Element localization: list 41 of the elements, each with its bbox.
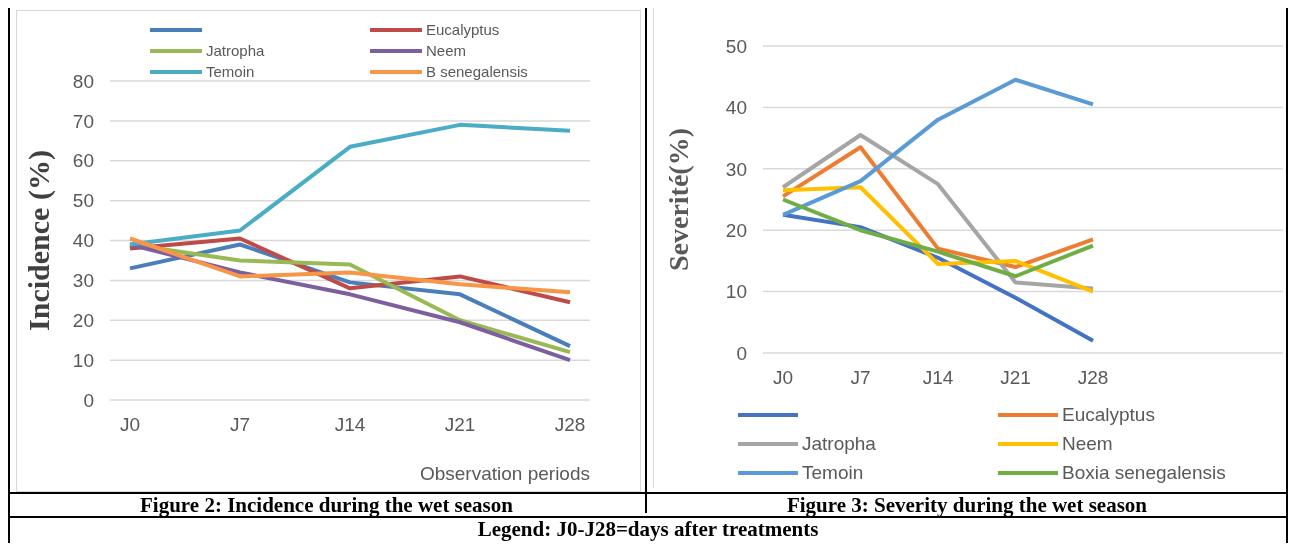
y-tick-label: 0: [83, 389, 94, 411]
legend-label: Neem: [426, 42, 467, 59]
y-tick-label: 40: [72, 230, 94, 252]
x-tick-label: J7: [229, 414, 251, 436]
x-tick-label: J21: [444, 414, 476, 436]
legend-label: Boxia senegalensis: [1062, 461, 1226, 484]
legend-label: Temoin: [802, 461, 864, 484]
x-tick-label: J7: [850, 367, 871, 389]
y-tick-label: 30: [72, 270, 94, 292]
y-tick-label: 30: [725, 158, 747, 180]
legend-label: Temoin: [206, 63, 255, 80]
y-axis-title: Incidence (%): [21, 150, 56, 331]
text: Legend: J0-J28=days after treatments: [8, 516, 1288, 541]
legend-label: Eucalyptus: [426, 21, 500, 38]
x-tick-label: J28: [1077, 367, 1109, 389]
legend-label: B senegalensis: [426, 63, 528, 80]
x-tick-label: J28: [554, 414, 586, 436]
x-tick-label: J14: [334, 414, 366, 436]
y-tick-label: 50: [725, 35, 747, 57]
x-tick-label: J0: [119, 414, 141, 436]
legend-label: Neem: [1062, 432, 1113, 455]
x-axis-title: Observation periods: [419, 463, 590, 484]
y-tick-label: 20: [72, 309, 94, 331]
y-tick-label: 50: [72, 190, 94, 212]
y-tick-label: 80: [72, 70, 94, 92]
legend-label: Jatropha: [206, 42, 265, 59]
y-tick-label: 40: [725, 97, 747, 119]
y-tick-label: 10: [725, 281, 747, 303]
y-tick-label: 70: [72, 110, 94, 132]
y-tick-label: 60: [72, 150, 94, 172]
y-axis-title: Severité(%): [662, 127, 694, 272]
x-tick-label: J21: [1000, 367, 1031, 389]
legend-label: Eucalyptus: [1062, 403, 1155, 426]
text: Figure 2: Incidence during the wet season: [8, 492, 645, 517]
x-tick-label: J0: [772, 367, 794, 389]
x-tick-label: J14: [922, 367, 954, 389]
y-tick-label: 10: [72, 349, 94, 371]
y-tick-label: 0: [736, 342, 747, 364]
text: Figure 3: Severity during the wet season: [646, 492, 1288, 517]
y-tick-label: 20: [725, 219, 747, 241]
legend-label: Jatropha: [802, 432, 876, 455]
